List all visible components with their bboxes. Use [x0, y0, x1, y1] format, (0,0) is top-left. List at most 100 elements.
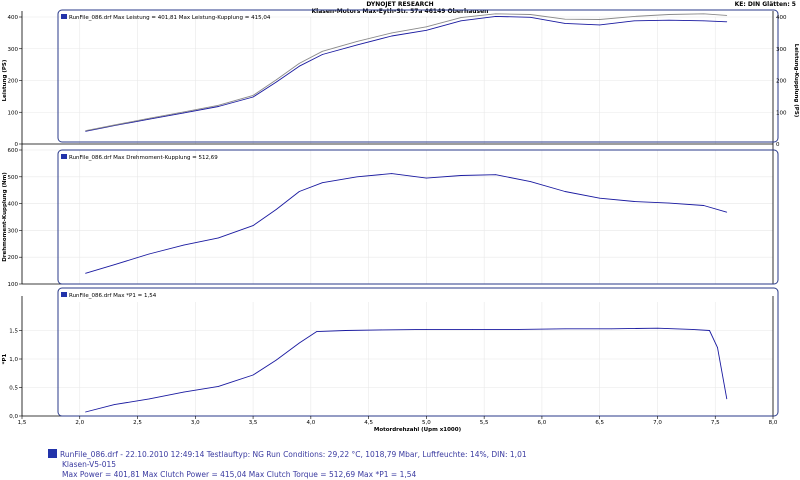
data-point [275, 81, 277, 83]
x-tick-label: 7,0 [653, 420, 662, 426]
data-point [218, 386, 219, 387]
data-point [379, 329, 381, 331]
y-axis-label: *P1 [2, 353, 8, 364]
run-info-line-1: RunFile_086.drf - 22.10.2010 12:49:14 Te… [48, 449, 788, 460]
data-point [703, 20, 705, 22]
y-tick-label: 300 [8, 47, 19, 53]
data-point [391, 173, 393, 174]
data-point [298, 65, 300, 67]
data-point [183, 112, 185, 114]
data-point [599, 19, 601, 20]
data-point [599, 24, 601, 26]
data-point [460, 17, 462, 18]
y-tick-label-right: 200 [776, 79, 787, 85]
y-tick-label-right: 0 [776, 142, 780, 148]
data-point [298, 63, 300, 64]
data-point [148, 398, 150, 400]
report-title: DYNOJET RESEARCH [366, 1, 434, 8]
panel-frame [57, 149, 779, 285]
y-tick-label: 100 [8, 282, 19, 288]
run-info-line-3: Max Power = 401,81 Max Clutch Power = 41… [62, 470, 417, 479]
data-point [148, 117, 150, 119]
data-point [85, 130, 86, 132]
data-point [148, 118, 150, 120]
dyno-charts: 0 0 100 100 200 200 300 300 400 400 Leistung (PS) L… [2, 9, 799, 433]
data-point [460, 175, 462, 176]
run-info-footer: RunFile_086.drf - 22.10.2010 12:49:14 Te… [48, 449, 788, 480]
data-point [356, 176, 358, 178]
data-point [316, 331, 317, 332]
data-point [634, 201, 635, 202]
data-point [634, 16, 635, 17]
data-point [709, 330, 710, 331]
data-point [726, 15, 728, 16]
x-tick-label: 3,0 [191, 420, 200, 426]
data-point [275, 359, 277, 361]
data-point [495, 16, 497, 17]
data-point [495, 174, 497, 176]
legend-swatch [61, 292, 67, 297]
data-point [218, 104, 219, 106]
data-point [426, 26, 427, 28]
data-point [610, 328, 612, 330]
x-tick-label: 2,0 [75, 420, 84, 426]
data-point [426, 177, 427, 179]
x-axis-label: Motordrehzahl (Upm x1000) [374, 427, 462, 433]
data-point [218, 106, 219, 107]
series-line [85, 15, 727, 132]
report-settings: KE: DIN Glätten: 5 [734, 1, 796, 8]
legend-text: RunFile_086.drf Max *P1 = 1,54 [69, 293, 157, 299]
data-point [85, 272, 86, 274]
data-point [703, 13, 705, 15]
y-tick-label: 100 [8, 110, 19, 116]
data-point [564, 18, 566, 20]
data-point [564, 23, 566, 24]
y-tick-label: 200 [8, 79, 19, 85]
series-line [85, 327, 728, 413]
data-point [472, 329, 473, 330]
legend-text: RunFile_086.drf Max Drehmoment-Kupplung … [69, 155, 218, 161]
data-point [356, 44, 358, 46]
data-point [518, 329, 520, 330]
legend-swatch [61, 154, 67, 159]
legend-swatch [61, 14, 67, 19]
data-point [252, 96, 254, 98]
x-tick-label: 6,5 [595, 420, 604, 426]
y-tick-label: 200 [8, 255, 19, 261]
data-point [599, 197, 601, 199]
run-color-swatch [48, 449, 57, 458]
x-tick-label: 7,5 [711, 420, 720, 426]
data-point [85, 411, 86, 413]
y-tick-label: 600 [8, 148, 19, 154]
data-point [726, 21, 728, 23]
y-tick-label: 300 [8, 228, 19, 234]
data-point [114, 124, 115, 126]
data-point [391, 35, 393, 37]
report-header: DYNOJET RESEARCH Klasen-Motors Max-Eyth-… [0, 0, 800, 16]
data-point [183, 244, 185, 246]
panel-frame [57, 287, 779, 417]
data-point [426, 329, 427, 330]
x-tick-label: 1,5 [18, 420, 27, 426]
data-point [322, 50, 323, 52]
data-point [391, 32, 393, 34]
series-line [85, 173, 727, 274]
data-point [298, 191, 300, 192]
y-tick-label: 400 [8, 15, 19, 21]
run-info-text: RunFile_086.drf - 22.10.2010 12:49:14 Te… [60, 450, 527, 459]
data-point [726, 398, 728, 400]
data-point [322, 54, 323, 55]
y-axis-label: Leistung (PS) [2, 59, 8, 101]
data-point [114, 264, 115, 266]
y-tick-label: 0,5 [9, 386, 18, 392]
data-point [356, 41, 358, 42]
data-point [726, 211, 728, 213]
data-point [252, 95, 254, 96]
run-info-line-2: Klasen-V5-015 [62, 460, 117, 469]
y-tick-label-right: 100 [776, 110, 787, 116]
data-point [148, 253, 150, 255]
y-tick-label: 1,5 [9, 329, 18, 335]
data-point [634, 20, 635, 22]
x-tick-label: 6,0 [538, 420, 547, 426]
data-point [298, 342, 300, 344]
